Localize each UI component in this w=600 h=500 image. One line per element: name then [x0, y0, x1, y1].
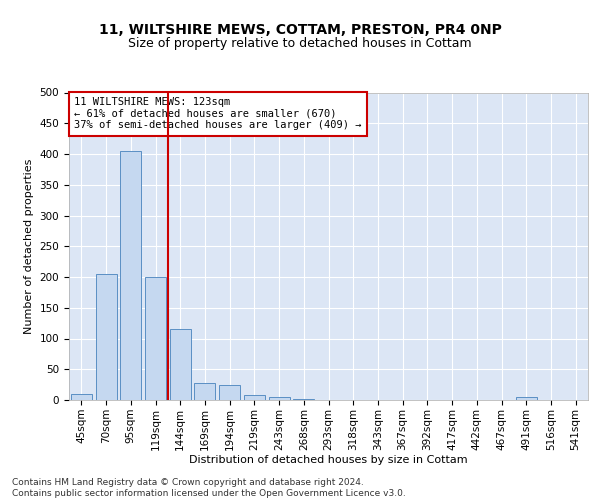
Bar: [194, 383, 215, 400]
Bar: [244, 395, 265, 400]
Bar: [71, 394, 92, 400]
Text: Contains HM Land Registry data © Crown copyright and database right 2024.
Contai: Contains HM Land Registry data © Crown c…: [12, 478, 406, 498]
Bar: [269, 397, 290, 400]
Text: 11, WILTSHIRE MEWS, COTTAM, PRESTON, PR4 0NP: 11, WILTSHIRE MEWS, COTTAM, PRESTON, PR4…: [98, 22, 502, 36]
X-axis label: Distribution of detached houses by size in Cottam: Distribution of detached houses by size …: [189, 456, 468, 466]
Bar: [120, 151, 141, 400]
Bar: [293, 399, 314, 400]
Text: Size of property relative to detached houses in Cottam: Size of property relative to detached ho…: [128, 38, 472, 51]
Bar: [95, 274, 116, 400]
Bar: [170, 330, 191, 400]
Text: 11 WILTSHIRE MEWS: 123sqm
← 61% of detached houses are smaller (670)
37% of semi: 11 WILTSHIRE MEWS: 123sqm ← 61% of detac…: [74, 97, 362, 130]
Bar: [145, 277, 166, 400]
Bar: [219, 384, 240, 400]
Bar: [516, 397, 537, 400]
Y-axis label: Number of detached properties: Number of detached properties: [24, 158, 34, 334]
